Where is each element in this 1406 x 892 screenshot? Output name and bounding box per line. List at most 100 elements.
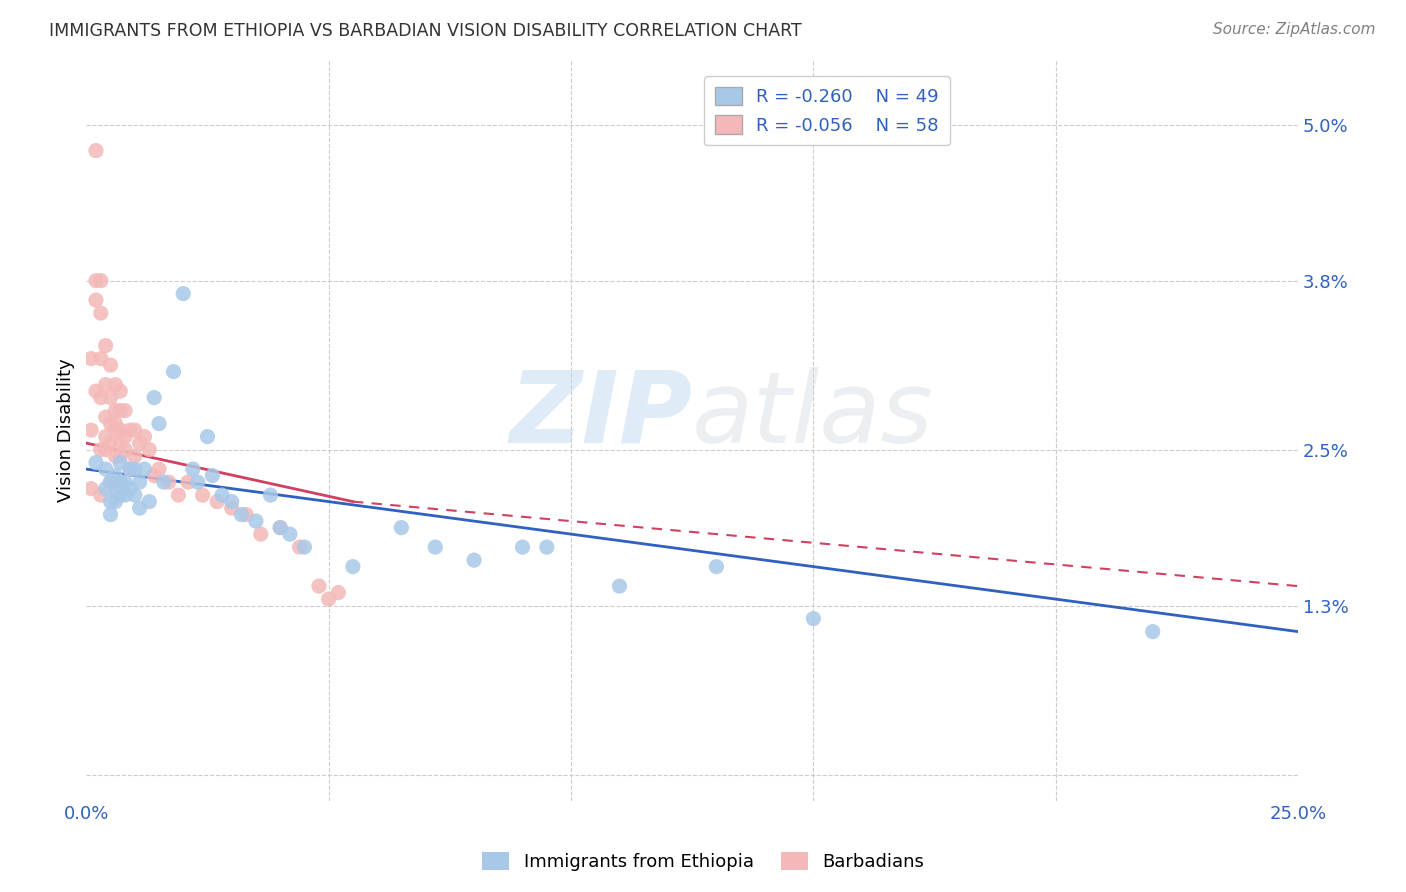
Text: IMMIGRANTS FROM ETHIOPIA VS BARBADIAN VISION DISABILITY CORRELATION CHART: IMMIGRANTS FROM ETHIOPIA VS BARBADIAN VI… <box>49 22 801 40</box>
Point <box>177 475 200 489</box>
Point <box>104 377 127 392</box>
Point <box>249 527 271 541</box>
Point <box>80 482 103 496</box>
Point <box>328 585 350 599</box>
Point <box>128 475 150 489</box>
Point <box>308 579 330 593</box>
Point <box>104 494 127 508</box>
Point <box>536 540 558 554</box>
Point <box>124 449 146 463</box>
Point <box>94 462 117 476</box>
Point <box>104 482 127 496</box>
Point <box>231 508 253 522</box>
Point <box>197 429 219 443</box>
Point <box>148 462 170 476</box>
Point <box>84 456 107 470</box>
Point <box>425 540 447 554</box>
Point <box>100 494 122 508</box>
Point <box>84 144 107 158</box>
Point <box>100 391 122 405</box>
Point <box>124 488 146 502</box>
Point <box>389 520 412 534</box>
Point <box>110 456 132 470</box>
Point <box>801 612 824 626</box>
Point <box>201 468 224 483</box>
Point <box>138 442 160 457</box>
Point <box>288 540 311 554</box>
Point <box>90 488 112 502</box>
Text: Source: ZipAtlas.com: Source: ZipAtlas.com <box>1212 22 1375 37</box>
Point <box>162 365 184 379</box>
Point <box>294 540 316 554</box>
Point <box>90 351 112 366</box>
Point <box>80 351 103 366</box>
Point <box>269 520 291 534</box>
Point <box>110 423 132 437</box>
Point <box>110 475 132 489</box>
Point <box>100 508 122 522</box>
Point <box>269 520 291 534</box>
Point <box>110 384 132 398</box>
Point <box>211 488 233 502</box>
Point <box>118 423 141 437</box>
Point <box>100 436 122 450</box>
Point <box>221 494 243 508</box>
Point <box>104 403 127 417</box>
Point <box>143 391 166 405</box>
Point <box>278 527 301 541</box>
Text: atlas: atlas <box>692 367 934 464</box>
Point <box>100 475 122 489</box>
Point <box>118 462 141 476</box>
Point <box>157 475 180 489</box>
Point <box>235 508 257 522</box>
Point <box>114 429 136 443</box>
Point <box>100 358 122 372</box>
Point <box>104 423 127 437</box>
Point <box>221 501 243 516</box>
Point <box>94 482 117 496</box>
Point <box>259 488 281 502</box>
Point <box>104 468 127 483</box>
Point <box>318 592 340 607</box>
Point <box>138 494 160 508</box>
Point <box>110 403 132 417</box>
Y-axis label: Vision Disability: Vision Disability <box>58 359 75 502</box>
Point <box>187 475 209 489</box>
Point <box>172 286 194 301</box>
Point <box>94 410 117 425</box>
Point <box>609 579 631 593</box>
Point <box>118 462 141 476</box>
Point <box>84 384 107 398</box>
Point <box>463 553 485 567</box>
Point <box>205 494 228 508</box>
Point <box>191 488 214 502</box>
Point <box>153 475 176 489</box>
Point <box>148 417 170 431</box>
Point <box>245 514 267 528</box>
Text: ZIP: ZIP <box>509 367 692 464</box>
Point <box>90 442 112 457</box>
Point <box>104 417 127 431</box>
Point <box>100 417 122 431</box>
Point <box>90 274 112 288</box>
Point <box>342 559 364 574</box>
Point <box>114 442 136 457</box>
Point <box>110 436 132 450</box>
Point <box>118 482 141 496</box>
Point <box>1142 624 1164 639</box>
Point <box>124 423 146 437</box>
Point <box>84 274 107 288</box>
Point <box>128 501 150 516</box>
Point <box>110 488 132 502</box>
Point <box>114 488 136 502</box>
Legend: Immigrants from Ethiopia, Barbadians: Immigrants from Ethiopia, Barbadians <box>475 845 931 879</box>
Point <box>110 449 132 463</box>
Point <box>512 540 534 554</box>
Point <box>90 306 112 320</box>
Point <box>181 462 204 476</box>
Point <box>94 338 117 352</box>
Point <box>84 293 107 307</box>
Point <box>114 475 136 489</box>
Legend: R = -0.260    N = 49, R = -0.056    N = 58: R = -0.260 N = 49, R = -0.056 N = 58 <box>704 76 950 145</box>
Point <box>94 377 117 392</box>
